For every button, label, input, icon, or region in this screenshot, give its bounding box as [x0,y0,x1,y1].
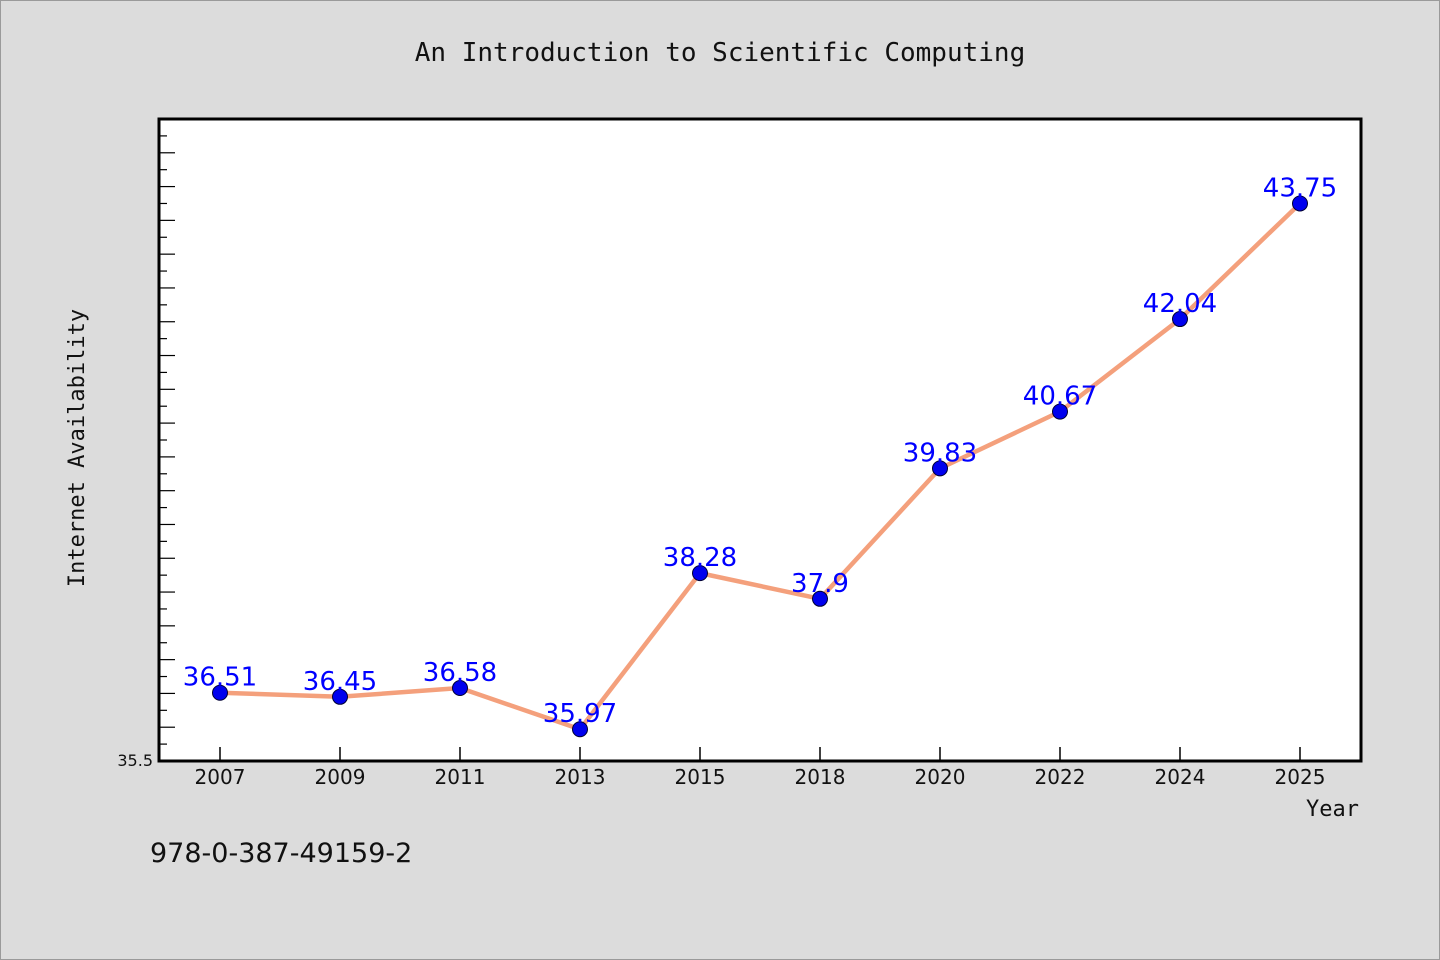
data-point [1052,403,1068,420]
data-label: 36.58 [423,658,497,688]
chart-title: An Introduction to Scientific Computing [415,38,1025,68]
x-tick-label: 2011 [435,765,486,789]
x-axis-ticks [219,747,1301,761]
data-label: 36.51 [183,663,257,693]
footer-code: 978-0-387-49159-2 [150,838,412,869]
y-axis-label: Internet Availability [65,309,90,587]
data-labels: 36.51 36.45 36.58 35.97 38.28 37.9 39.83 40.67 4… [183,173,1337,729]
x-tick-label: 2009 [315,765,366,789]
y-tick-label: 35.5 [117,751,153,770]
data-point [572,721,588,738]
data-label: 38.28 [663,543,737,573]
x-tick-label: 2022 [1035,765,1086,789]
x-tick-label: 2015 [675,765,726,789]
x-tick-labels: 2007 2009 2011 2013 2015 2018 2020 2022 2024 2025 [195,765,1326,789]
x-tick-label: 2020 [915,765,966,789]
x-tick-label: 2025 [1275,765,1326,789]
data-label: 40.67 [1023,382,1097,412]
x-axis-label: Year [1306,797,1359,822]
data-point [692,565,708,582]
data-label: 36.45 [303,667,377,697]
data-point [1172,311,1188,328]
x-tick-label: 2018 [795,765,846,789]
x-tick-label: 2013 [555,765,606,789]
x-tick-label: 2024 [1155,765,1206,789]
data-point [332,688,348,705]
data-label: 39.83 [903,438,977,468]
plot-area [157,117,1363,763]
data-point [812,590,828,607]
data-label: 37.9 [791,569,849,599]
series-line-group [217,201,1303,732]
data-point [212,684,228,701]
series-line [217,201,1303,732]
data-point [452,680,468,697]
data-label: 35.97 [543,699,617,729]
data-markers [212,195,1308,738]
x-tick-label: 2007 [195,765,246,789]
data-point [1292,195,1308,212]
data-label: 43.75 [1263,173,1337,203]
data-label: 42.04 [1143,289,1217,319]
data-point [932,460,948,477]
y-axis-ticks [159,118,175,762]
